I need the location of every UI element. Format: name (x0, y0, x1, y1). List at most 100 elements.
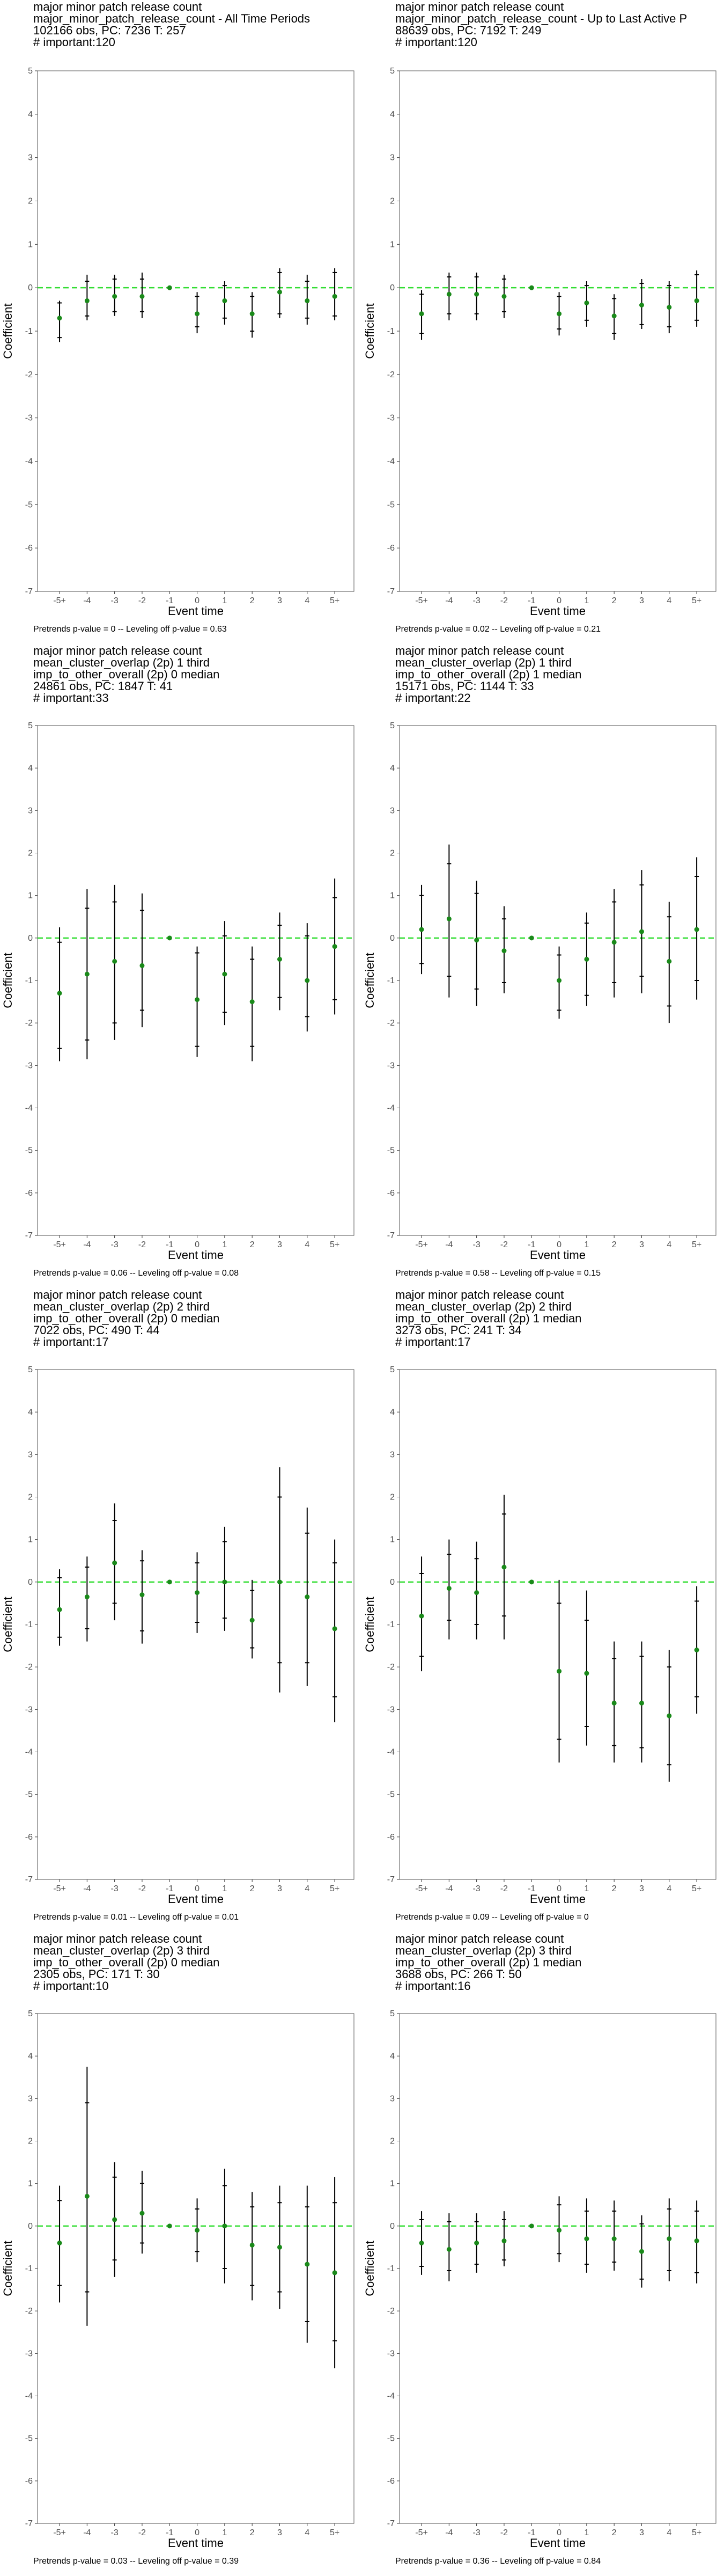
x-tick-label: 2 (250, 596, 255, 605)
x-tick-label: -2 (138, 2528, 146, 2537)
y-tick-label: -1 (387, 327, 395, 336)
data-point-group (419, 290, 424, 340)
y-tick-label: -7 (25, 1231, 33, 1240)
x-tick-label: 4 (305, 1884, 309, 1893)
y-tick-label: -2 (387, 370, 395, 379)
y-tick-label: 0 (390, 2222, 395, 2231)
x-tick-label: -5+ (415, 1240, 428, 1249)
y-tick-label: 4 (390, 2052, 395, 2061)
point-estimate (139, 294, 145, 299)
title-line: # important:33 (33, 691, 109, 704)
title-line: mean_cluster_overlap (2p) 3 third (33, 1944, 210, 1957)
data-point-group (139, 1550, 145, 1644)
x-tick-label: -1 (166, 1884, 173, 1893)
x-tick-label: 4 (667, 596, 671, 605)
x-axis-label: Event time (530, 2536, 586, 2550)
point-estimate (557, 1668, 562, 1674)
data-point-group (195, 292, 200, 334)
y-tick-label: -6 (25, 2477, 33, 2486)
chart-title: major minor patch release count major_min… (395, 1, 724, 48)
y-tick-label: -1 (25, 976, 33, 985)
y-tick-label: 3 (28, 1450, 33, 1459)
x-axis-label: Event time (530, 1892, 586, 1906)
y-tick-label: -4 (387, 2392, 395, 2401)
data-point-group (222, 2168, 227, 2284)
point-estimate (167, 2223, 172, 2229)
data-point-group (419, 2211, 424, 2275)
y-axis-label: Coefficient (363, 953, 376, 1008)
data-point-group (195, 1552, 200, 1633)
point-estimate (584, 956, 589, 962)
point-estimate (305, 298, 310, 303)
y-tick-label: 3 (28, 806, 33, 815)
point-estimate (667, 2236, 672, 2242)
plot-frame (399, 70, 716, 592)
data-point-group (529, 1579, 534, 1585)
data-point-group (112, 1503, 117, 1621)
point-estimate (112, 1560, 117, 1565)
y-tick-label: -3 (387, 1061, 395, 1070)
y-tick-label: 2 (390, 2137, 395, 2146)
title-line: # important:22 (395, 691, 471, 704)
p-value-footnote: Pretrends p-value = 0.58 -- Leveling off… (395, 1269, 601, 1278)
point-estimate (222, 2223, 227, 2229)
data-point-group (305, 2185, 310, 2343)
y-axis-label: Coefficient (1, 953, 14, 1008)
data-point-group (529, 2223, 534, 2229)
data-point-group (639, 2215, 644, 2288)
point-estimate (249, 1618, 255, 1623)
y-tick-label: 0 (28, 934, 33, 943)
data-point-group (501, 2211, 507, 2267)
y-tick-label: 4 (390, 110, 395, 119)
point-estimate (195, 311, 200, 317)
data-point-group (667, 2198, 672, 2281)
data-point-group (222, 281, 227, 325)
title-line: 24861 obs, PC: 1847 T: 41 (33, 679, 173, 693)
y-tick-label: 3 (390, 2094, 395, 2103)
p-value-footnote: Pretrends p-value = 0.36 -- Leveling off… (395, 2557, 601, 2566)
x-tick-label: -1 (166, 596, 173, 605)
data-point-group (446, 2213, 452, 2281)
point-estimate (501, 948, 507, 954)
x-tick-label: -2 (138, 1240, 146, 1249)
p-value-footnote: Pretrends p-value = 0.09 -- Leveling off… (395, 1913, 589, 1922)
data-point-group (529, 935, 534, 941)
y-tick-label: -5 (25, 1790, 33, 1799)
title-line: major minor patch release count (33, 1933, 202, 1945)
x-tick-label: -1 (166, 1240, 173, 1249)
x-tick-label: 5+ (692, 1884, 701, 1893)
x-tick-label: -4 (445, 2528, 453, 2537)
y-axis-label: Coefficient (1, 2241, 14, 2296)
title-line: major_minor_patch_release_count - Up to … (395, 12, 688, 25)
data-point-group (139, 893, 145, 1028)
y-tick-label: -3 (387, 2349, 395, 2358)
chart-plot: 5 4 3 2 1 0 -1 -2 -3 -4 -5 -6 -7 -5+ -4 -3 -2 -1 0 1 2 3 4 5+ Ev… (1, 67, 354, 618)
point-estimate (277, 2244, 282, 2250)
y-tick-label: -3 (25, 414, 33, 423)
y-tick-label: -2 (25, 1663, 33, 1672)
x-axis-label: Event time (168, 1892, 224, 1906)
point-estimate (249, 2242, 255, 2248)
x-tick-label: 3 (639, 1884, 644, 1893)
chart-title: major minor patch release count mean_clus… (33, 1289, 362, 1348)
x-tick-label: 4 (305, 2528, 309, 2537)
plot-frame (399, 1369, 716, 1880)
x-tick-label: 4 (305, 1240, 309, 1249)
plot-frame (37, 70, 354, 592)
point-estimate (305, 2262, 310, 2267)
data-point-group (501, 274, 507, 318)
data-point-group (249, 292, 255, 338)
point-estimate (332, 294, 337, 299)
x-tick-label: 0 (195, 2528, 200, 2537)
point-estimate (529, 935, 534, 941)
point-estimate (694, 1648, 699, 1652)
y-tick-label: -1 (25, 327, 33, 336)
x-tick-label: -3 (111, 2528, 119, 2537)
point-estimate (305, 978, 310, 983)
y-tick-label: 5 (390, 721, 395, 730)
data-point-group (694, 270, 699, 327)
plot-frame (399, 2013, 716, 2524)
data-point-group (639, 279, 644, 329)
x-tick-label: -1 (528, 1240, 535, 1249)
point-estimate (139, 2211, 145, 2216)
